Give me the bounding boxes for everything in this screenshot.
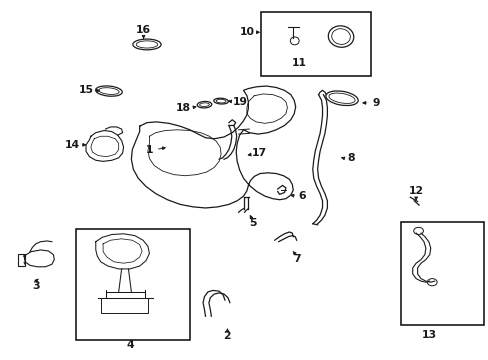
Text: 19: 19: [233, 97, 247, 107]
Text: 4: 4: [126, 340, 133, 350]
Text: 10: 10: [239, 27, 254, 37]
Bar: [101, 298, 148, 313]
Text: 15: 15: [79, 85, 93, 95]
Text: 7: 7: [293, 254, 300, 264]
Bar: [76, 229, 189, 339]
Text: 17: 17: [251, 148, 266, 158]
Text: 11: 11: [291, 58, 306, 68]
Text: 5: 5: [249, 218, 257, 228]
Text: 2: 2: [223, 331, 231, 341]
Text: 3: 3: [32, 281, 40, 291]
Bar: [260, 12, 370, 76]
Bar: [400, 222, 484, 325]
Text: 9: 9: [372, 98, 379, 108]
Text: 8: 8: [346, 153, 354, 163]
Text: 14: 14: [65, 140, 80, 150]
Text: 13: 13: [421, 330, 436, 340]
Text: 12: 12: [408, 186, 423, 196]
Text: 1: 1: [145, 144, 153, 154]
Text: 18: 18: [176, 103, 191, 113]
Text: 16: 16: [136, 25, 151, 35]
Text: 6: 6: [298, 191, 305, 201]
